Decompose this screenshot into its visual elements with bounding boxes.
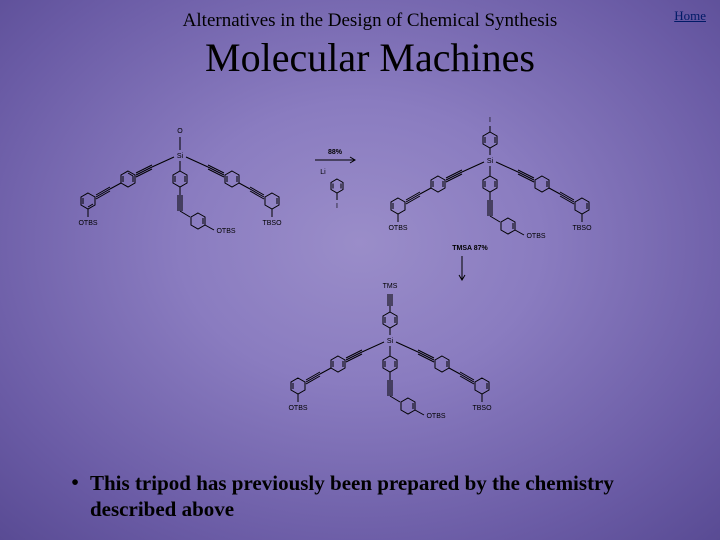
bullet-marker: • [60, 470, 90, 523]
svg-text:Si: Si [487, 158, 494, 165]
bullet-text: This tripod has previously been prepared… [90, 470, 660, 523]
svg-text:I: I [489, 117, 491, 124]
svg-text:OTBS: OTBS [526, 233, 545, 240]
svg-text:TBSO: TBSO [572, 225, 592, 232]
si-label: Si [177, 153, 184, 160]
svg-text:OTBS: OTBS [216, 228, 235, 235]
svg-text:OTBS: OTBS [388, 225, 407, 232]
bullet-item: • This tripod has previously been prepar… [60, 470, 660, 523]
svg-text:88%: 88% [328, 149, 343, 156]
svg-text:OTBS: OTBS [78, 220, 97, 227]
svg-text:TMS: TMS [383, 283, 398, 290]
svg-text:TMSA 87%: TMSA 87% [452, 245, 488, 252]
slide-title: Molecular Machines [70, 34, 670, 81]
svg-text:OTBS: OTBS [426, 413, 445, 420]
svg-text:Li: Li [320, 169, 326, 176]
slide-subtitle: Alternatives in the Design of Chemical S… [70, 10, 670, 32]
svg-text:OTBS: OTBS [288, 405, 307, 412]
o-label: O [177, 128, 183, 135]
svg-text:TBSO: TBSO [262, 220, 282, 227]
svg-text:Si: Si [387, 338, 394, 345]
chemical-diagram: Si O OTBS [70, 110, 630, 450]
header: Alternatives in the Design of Chemical S… [70, 0, 670, 81]
svg-text:I: I [336, 203, 338, 210]
home-link[interactable]: Home [674, 8, 706, 24]
svg-text:TBSO: TBSO [472, 405, 492, 412]
